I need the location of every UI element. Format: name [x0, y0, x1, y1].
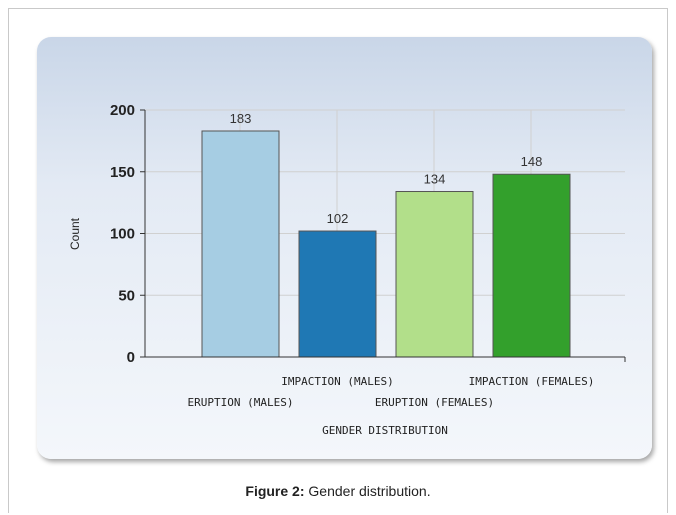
y-tick-label: 50	[118, 287, 135, 304]
x-axis-title: GENDER DISTRIBUTION	[322, 424, 448, 437]
x-tick-label: ERUPTION (FEMALES)	[375, 396, 494, 409]
bar	[492, 173, 571, 358]
data-label: 183	[230, 111, 252, 126]
x-tick-label: IMPACTION (MALES)	[281, 375, 394, 388]
caption-label: Figure 2:	[245, 483, 305, 499]
caption-text: Gender distribution.	[304, 483, 431, 499]
x-tick-label: IMPACTION (FEMALES)	[469, 375, 595, 388]
y-tick-label: 0	[127, 349, 135, 366]
y-axis-title: Count	[68, 217, 82, 250]
bar	[201, 130, 280, 358]
figure-caption: Figure 2: Gender distribution.	[0, 483, 676, 499]
y-tick-label: 100	[110, 226, 135, 243]
axes	[140, 109, 626, 362]
bar	[395, 191, 474, 358]
data-label: 102	[327, 211, 349, 226]
bars	[201, 130, 571, 358]
bar	[298, 230, 377, 358]
y-tick-label: 150	[110, 164, 135, 181]
labels: 183 102 134 148 0 50 100 150 200 Count ERUPTION (M…	[68, 102, 594, 437]
y-tick-label: 200	[110, 102, 135, 119]
data-label: 134	[424, 172, 446, 187]
data-label: 148	[521, 154, 543, 169]
x-tick-label: ERUPTION (MALES)	[188, 396, 294, 409]
